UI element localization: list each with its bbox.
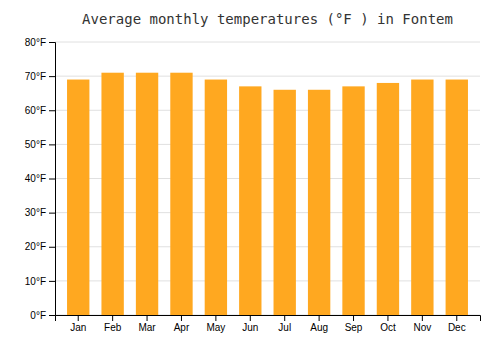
bar — [274, 90, 296, 315]
y-tick-mark — [49, 315, 55, 316]
y-tick-mark — [49, 247, 55, 248]
bar — [342, 86, 364, 315]
x-tick-mark — [387, 315, 388, 321]
x-tick: Sep — [345, 315, 363, 333]
y-axis: 0°F 10°F 20°F 30°F 40°F 50°F 60°F 70°F 80°F — [25, 37, 56, 321]
y-tick-label: 10°F — [25, 276, 46, 287]
y-tick-mark — [49, 281, 55, 282]
title: Average monthly temperatures (°F ) in Fo… — [82, 11, 453, 27]
y-tick: 60°F — [25, 105, 55, 116]
grid-line — [55, 42, 480, 43]
x-tick-label: Jan — [70, 322, 86, 333]
bar — [136, 73, 158, 315]
x-tick: Jun — [242, 315, 258, 333]
x-tick-mark — [422, 315, 423, 321]
chart-container: 0°F 10°F 20°F 30°F 40°F 50°F 60°F 70°F 80°F Jan Fe… — [0, 0, 500, 350]
bars — [67, 73, 468, 315]
y-tick-label: 60°F — [25, 105, 46, 116]
x-tick-label: Mar — [138, 322, 156, 333]
x-tick: Jan — [70, 315, 86, 333]
x-tick: Jul — [278, 315, 291, 333]
bar — [239, 86, 261, 315]
y-tick: 10°F — [25, 276, 55, 287]
plot-area: 0°F 10°F 20°F 30°F 40°F 50°F 60°F 70°F 80°F Jan Fe… — [25, 37, 481, 333]
chart-svg: 0°F 10°F 20°F 30°F 40°F 50°F 60°F 70°F 80°F Jan Fe… — [0, 0, 500, 350]
x-tick-label: Feb — [104, 322, 122, 333]
x-tick-mark — [456, 315, 457, 321]
y-tick: 70°F — [25, 71, 55, 82]
x-tick-label: Sep — [345, 322, 363, 333]
x-tick-mark — [181, 315, 182, 321]
x-axis: Jan Feb Mar Apr May Jun Jul Aug Sep Oct Nov Dec — [56, 315, 481, 333]
y-tick-label: 0°F — [30, 310, 46, 321]
bar — [308, 90, 330, 315]
x-tick-label: Jun — [242, 322, 258, 333]
x-tick-mark — [215, 315, 216, 321]
x-tick: Mar — [138, 315, 156, 333]
x-tick-label: Oct — [380, 322, 396, 333]
y-axis-line — [49, 43, 56, 316]
y-tick: 80°F — [25, 37, 55, 48]
y-tick: 40°F — [25, 173, 55, 184]
grid — [55, 42, 480, 315]
bar — [101, 73, 123, 315]
y-tick: 0°F — [30, 310, 55, 321]
x-tick-label: Nov — [413, 322, 431, 333]
x-tick-label: Aug — [310, 322, 328, 333]
x-tick: Apr — [174, 315, 190, 333]
x-tick: Feb — [104, 315, 122, 333]
x-tick-label: Apr — [174, 322, 190, 333]
x-axis-line — [56, 316, 481, 322]
y-tick: 50°F — [25, 139, 55, 150]
x-tick-mark — [284, 315, 285, 321]
y-tick-mark — [49, 110, 55, 111]
x-tick: Oct — [380, 315, 396, 333]
y-tick-label: 30°F — [25, 207, 46, 218]
y-tick-mark — [49, 213, 55, 214]
x-tick: Aug — [310, 315, 328, 333]
x-tick-mark — [319, 315, 320, 321]
x-tick-mark — [112, 315, 113, 321]
x-tick-mark — [78, 315, 79, 321]
y-tick: 30°F — [25, 207, 55, 218]
x-tick: Nov — [413, 315, 431, 333]
y-tick-label: 40°F — [25, 173, 46, 184]
y-tick-mark — [49, 76, 55, 77]
y-tick-label: 70°F — [25, 71, 46, 82]
y-tick-mark — [49, 144, 55, 145]
x-tick: Dec — [448, 315, 466, 333]
y-tick-label: 80°F — [25, 37, 46, 48]
x-tick-label: Jul — [278, 322, 291, 333]
y-tick: 20°F — [25, 241, 55, 252]
y-tick-mark — [49, 179, 55, 180]
bar — [67, 80, 89, 315]
bar — [170, 73, 192, 315]
bar — [205, 80, 227, 315]
x-tick: May — [206, 315, 225, 333]
y-tick-mark — [49, 42, 55, 43]
x-tick-mark — [147, 315, 148, 321]
x-tick-label: Dec — [448, 322, 466, 333]
x-tick-mark — [250, 315, 251, 321]
y-tick-label: 50°F — [25, 139, 46, 150]
bar — [411, 80, 433, 315]
x-tick-label: May — [206, 322, 225, 333]
bar — [446, 80, 468, 315]
bar — [377, 83, 399, 315]
y-tick-label: 20°F — [25, 241, 46, 252]
x-tick-mark — [353, 315, 354, 321]
